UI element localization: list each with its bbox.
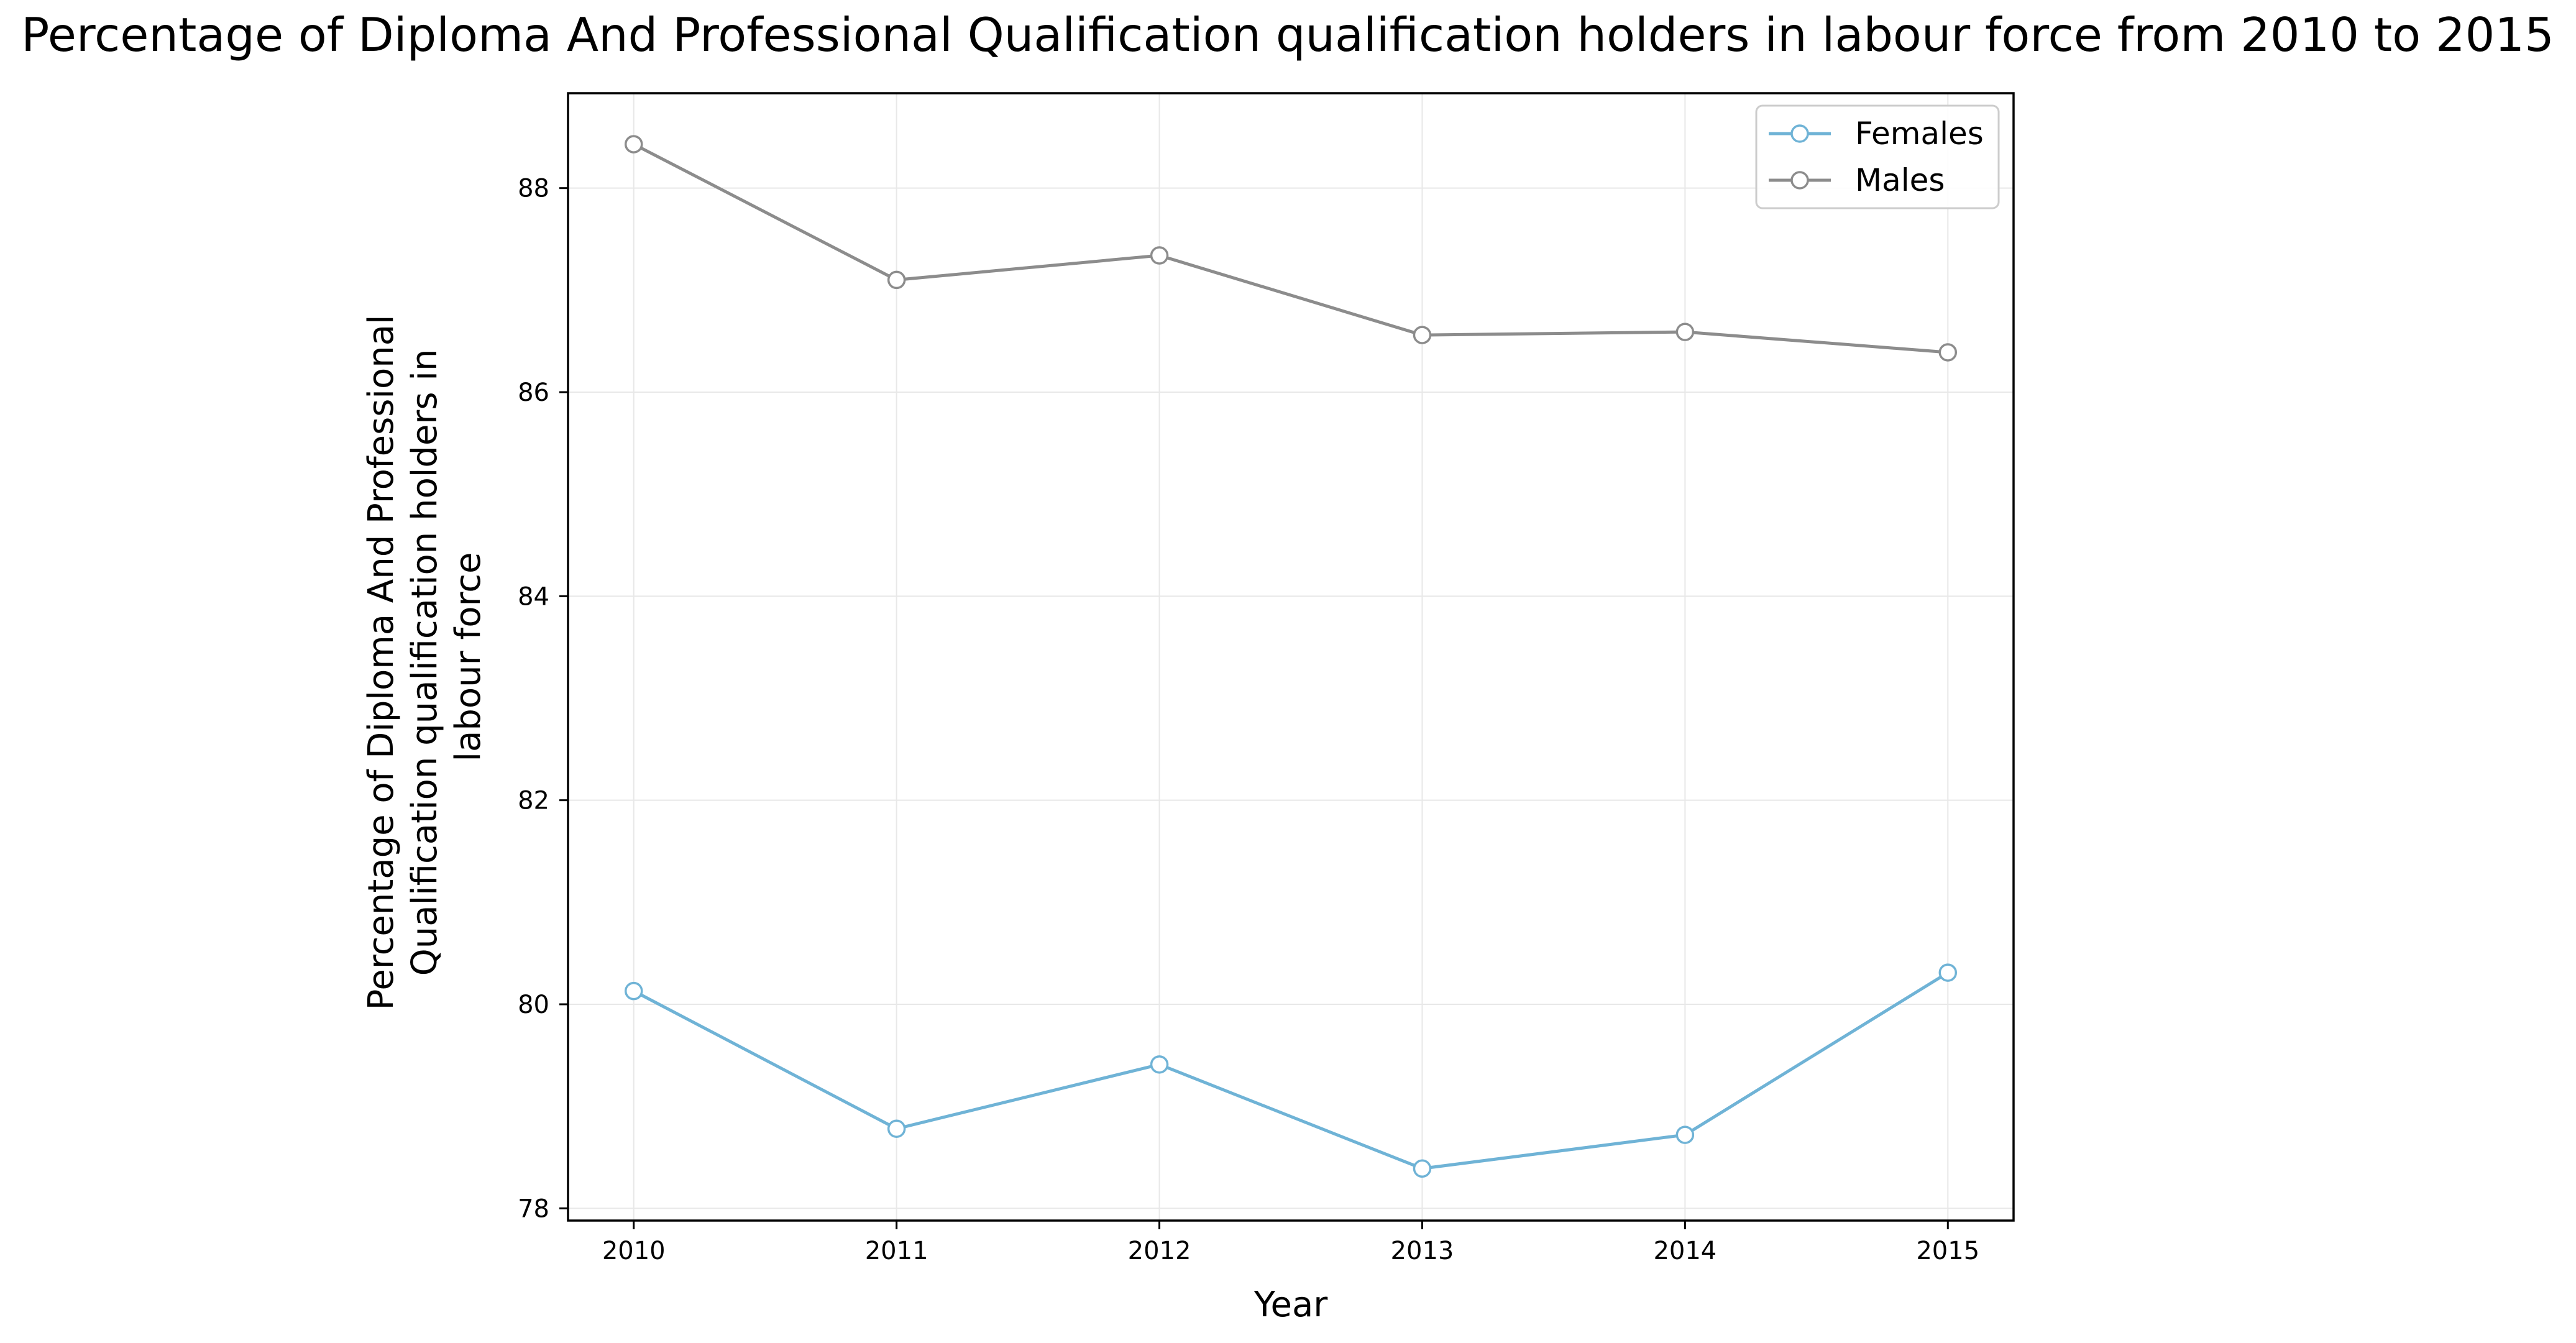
series-layer — [624, 135, 1958, 1178]
data-point-males — [1150, 246, 1169, 265]
data-point-females — [1675, 1125, 1695, 1144]
x-tick-label: 2014 — [1653, 1237, 1717, 1265]
x-tick-label: 2013 — [1391, 1237, 1454, 1265]
legend-marker-females — [1790, 124, 1809, 143]
y-axis-label: Percentage of Diploma And Professional Q… — [361, 304, 488, 1011]
data-point-males — [1938, 343, 1958, 362]
x-tick-label: 2010 — [602, 1237, 666, 1265]
y-tick-label: 78 — [518, 1194, 549, 1223]
legend-item-males: Males — [1769, 162, 1945, 198]
y-tick-label: 84 — [518, 582, 549, 611]
x-axis-label: Year — [1254, 1285, 1329, 1325]
data-point-females — [1938, 963, 1958, 982]
y-axis-label-line-3: labour force — [448, 552, 488, 761]
data-point-females — [1150, 1055, 1169, 1074]
data-point-males — [887, 270, 906, 290]
x-tick-label: 2012 — [1128, 1237, 1191, 1265]
chart-title: Percentage of Diploma And Professional Q… — [21, 7, 2554, 62]
y-tick-label: 80 — [518, 991, 549, 1019]
legend-item-females: Females — [1769, 116, 1984, 152]
y-tick-label: 86 — [518, 378, 549, 407]
series-males — [624, 135, 1958, 362]
y-tick-label: 82 — [518, 787, 549, 815]
x-tick-label: 2011 — [865, 1237, 928, 1265]
plot-area-frame — [567, 92, 2015, 1222]
data-point-males — [1413, 326, 1432, 344]
x-axis: 2010 2011 2012 2013 2014 2015 — [602, 1221, 1979, 1265]
y-axis: 78 80 82 84 86 88 — [518, 175, 568, 1223]
x-tick-label: 2015 — [1916, 1237, 1979, 1265]
series-females — [624, 963, 1958, 1178]
legend: Females Males — [1755, 104, 2000, 209]
legend-label-males: Males — [1855, 162, 1945, 198]
grid — [568, 93, 2014, 1221]
y-tick-label: 88 — [518, 175, 549, 203]
y-axis-label-line-2: Qualification qualification holders in — [405, 349, 445, 976]
data-point-females — [1413, 1159, 1432, 1178]
data-point-females — [624, 981, 643, 1001]
data-point-males — [624, 135, 643, 154]
data-point-females — [887, 1119, 906, 1139]
data-point-males — [1675, 323, 1695, 341]
series-line-females — [633, 971, 1949, 1170]
legend-label-females: Females — [1855, 116, 1984, 152]
series-line-males — [633, 142, 1948, 354]
legend-box — [1755, 104, 2000, 209]
legend-marker-males — [1790, 171, 1809, 190]
y-axis-label-line-1: Percentage of Diploma And Professional — [361, 314, 401, 1010]
